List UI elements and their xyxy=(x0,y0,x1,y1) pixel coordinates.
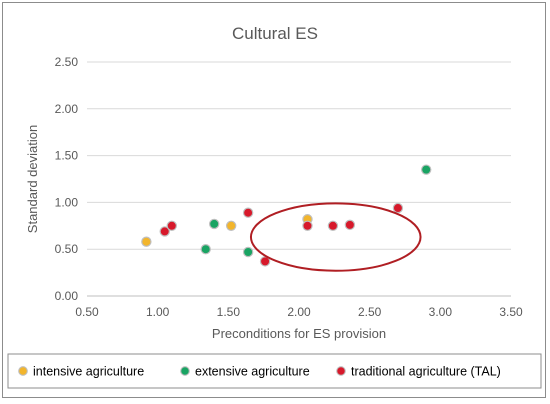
data-point-series-2 xyxy=(242,246,254,258)
data-point-series-3 xyxy=(242,207,254,218)
chart-frame: Cultural ES 0.00 0.50 1.00 1.50 2.00 2.50 0.50 1… xyxy=(2,2,546,398)
x-tick-label: 1.00 xyxy=(146,305,170,319)
data-point-series-2 xyxy=(208,218,220,230)
y-tick-label: 1.00 xyxy=(55,195,79,209)
data-point-series-3 xyxy=(392,202,404,214)
data-point-series-3 xyxy=(302,220,313,231)
legend-marker-series-2 xyxy=(180,366,190,376)
x-tick-label: 1.50 xyxy=(217,305,241,319)
x-axis-title: Preconditions for ES provision xyxy=(212,326,386,341)
y-axis-title: Standard deviation xyxy=(25,125,40,233)
data-point-series-3 xyxy=(344,219,356,231)
y-tick-label: 0.50 xyxy=(55,242,79,256)
data-point-series-3 xyxy=(327,220,339,231)
x-tick-label: 3.00 xyxy=(429,305,453,319)
legend-label-series-1: intensive agriculture xyxy=(33,365,144,379)
legend-marker-series-3 xyxy=(336,366,346,376)
data-point-series-1 xyxy=(141,236,152,247)
data-point-series-3 xyxy=(159,226,170,237)
data-point-series-1 xyxy=(225,220,237,231)
highlight-ellipse xyxy=(249,202,422,272)
y-tick-label: 2.00 xyxy=(55,102,79,116)
data-point-series-2 xyxy=(200,243,211,255)
legend-label-series-3: traditional agriculture (TAL) xyxy=(351,365,501,379)
legend-label-series-2: extensive agriculture xyxy=(195,365,310,379)
legend-box xyxy=(7,353,542,389)
chart-title: Cultural ES xyxy=(232,24,318,43)
x-tick-label: 3.50 xyxy=(499,305,523,319)
x-tick-label: 2.00 xyxy=(287,305,311,319)
x-tick-label: 0.50 xyxy=(75,305,99,319)
scatter-chart: Cultural ES 0.00 0.50 1.00 1.50 2.00 2.50 0.50 1… xyxy=(7,24,542,389)
data-point-series-2 xyxy=(421,164,432,175)
legend-marker-series-1 xyxy=(18,366,28,376)
y-tick-label: 0.00 xyxy=(55,289,79,303)
y-tick-label: 2.50 xyxy=(55,55,79,69)
data-point-series-3 xyxy=(166,220,177,231)
y-tick-label: 1.50 xyxy=(55,149,79,163)
x-tick-label: 2.50 xyxy=(358,305,382,319)
